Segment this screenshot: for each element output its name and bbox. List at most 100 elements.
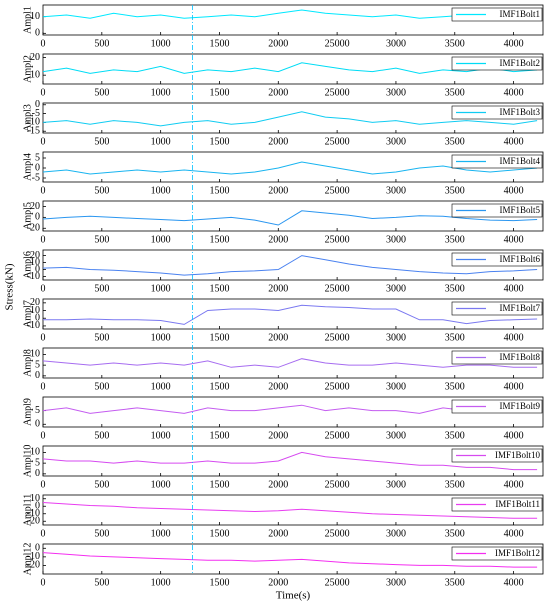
plot-frame	[42, 4, 544, 36]
x-tick-label: 4000	[504, 479, 524, 490]
x-tick-label: 1500	[209, 479, 229, 490]
x-tick-label: 3500	[445, 430, 465, 441]
x-tick-label: 2000	[268, 332, 288, 343]
x-tick-label: 0	[41, 381, 46, 392]
y-tick-label: -10	[27, 320, 40, 331]
data-line	[42, 255, 538, 276]
x-tick-label: 2000	[268, 430, 288, 441]
x-tick-label: 1000	[151, 283, 171, 294]
x-tick-label: 2000	[268, 577, 288, 588]
y-tick-label: 20	[30, 250, 40, 261]
x-tick-label: 1000	[151, 528, 171, 539]
x-tick-label: 25000	[325, 283, 350, 294]
y-tick-label: 0	[35, 468, 40, 479]
x-tick-label: 25000	[325, 234, 350, 245]
data-line	[42, 552, 538, 568]
x-tick-label: 3000	[386, 234, 406, 245]
x-tick-label: 1000	[151, 332, 171, 343]
x-tick-label: 500	[94, 479, 109, 490]
plot-frame	[42, 347, 544, 379]
y-axis-label: Ampl4	[22, 153, 33, 181]
y-tick-label: -10	[27, 551, 40, 562]
data-line	[42, 358, 538, 368]
x-tick-label: 1000	[151, 87, 171, 98]
x-tick-label: 1500	[209, 136, 229, 147]
x-tick-label: 500	[94, 283, 109, 294]
y-tick-label: -10	[27, 508, 40, 519]
x-tick-label: 3000	[386, 381, 406, 392]
x-tick-label: 4000	[504, 381, 524, 392]
plot-frame	[42, 445, 544, 477]
y-tick-label: -10	[27, 117, 40, 128]
x-tick-label: 500	[94, 234, 109, 245]
y-tick-label: -10	[27, 271, 40, 282]
x-tick-label: 0	[41, 38, 46, 49]
y-tick-label: -15	[27, 126, 40, 137]
legend-box	[451, 154, 543, 169]
x-tick-label: 1000	[151, 234, 171, 245]
x-tick-label: 1500	[209, 332, 229, 343]
x-tick-label: 25000	[325, 479, 350, 490]
x-tick-label: 4000	[504, 528, 524, 539]
y-tick-label: 20	[30, 201, 40, 212]
legend-label: IMF1Bolt12	[495, 548, 540, 558]
x-tick-label: 1000	[151, 185, 171, 196]
x-tick-label: 1500	[209, 430, 229, 441]
y-tick-label: 5	[35, 359, 40, 370]
y-tick-label: -20	[27, 516, 40, 527]
x-tick-label: 1000	[151, 38, 171, 49]
x-tick-label: 1000	[151, 430, 171, 441]
x-tick-label: 3000	[386, 479, 406, 490]
y-tick-label: 0	[35, 313, 40, 324]
x-tick-label: 2000	[268, 479, 288, 490]
data-line	[42, 111, 538, 127]
x-tick-label: 3500	[445, 528, 465, 539]
y-tick-label: -20	[27, 560, 40, 571]
x-tick-label: 500	[94, 38, 109, 49]
x-tick-label: 0	[41, 479, 46, 490]
x-tick-label: 3000	[386, 430, 406, 441]
x-tick-label: 0	[41, 283, 46, 294]
y-tick-label: 10	[30, 11, 40, 22]
x-tick-label: 0	[41, 185, 46, 196]
x-tick-label: 3000	[386, 577, 406, 588]
x-tick-label: 3500	[445, 332, 465, 343]
x-tick-label: 2000	[268, 381, 288, 392]
data-line	[43, 304, 538, 325]
legend-box	[451, 203, 543, 218]
x-tick-label: 4000	[504, 185, 524, 196]
data-line	[42, 502, 538, 519]
x-tick-label: 25000	[325, 136, 350, 147]
x-tick-label: 1000	[151, 577, 171, 588]
x-tick-label: 25000	[325, 381, 350, 392]
legend-box	[451, 497, 543, 512]
y-tick-label: 10	[30, 493, 40, 504]
x-tick-label: 25000	[325, 38, 350, 49]
legend-box	[451, 448, 543, 463]
y-axis-label: Ampl2	[22, 55, 33, 83]
plot-frame	[42, 494, 544, 526]
x-tick-label: 0	[41, 234, 46, 245]
x-tick-label: 500	[94, 87, 109, 98]
x-axis-label: Time(s)	[276, 590, 311, 602]
x-tick-label: 3000	[386, 185, 406, 196]
x-tick-label: 3000	[386, 38, 406, 49]
y-axis-label: Ampl12	[22, 543, 33, 576]
x-tick-label: 0	[41, 430, 46, 441]
x-tick-label: 2000	[268, 136, 288, 147]
x-tick-label: 0	[41, 332, 46, 343]
x-tick-label: 1500	[209, 381, 229, 392]
x-tick-label: 25000	[325, 185, 350, 196]
data-line	[42, 451, 538, 471]
y-tick-label: 10	[30, 349, 40, 360]
x-tick-label: 4000	[504, 234, 524, 245]
x-tick-label: 1000	[151, 136, 171, 147]
y-tick-label: 20	[30, 52, 40, 63]
y-tick-label: 0	[35, 264, 40, 275]
y-axis-label: Ampl7	[22, 300, 33, 328]
x-tick-label: 3500	[445, 87, 465, 98]
x-tick-label: 1000	[151, 381, 171, 392]
legend-label: IMF1Bolt8	[499, 352, 540, 362]
x-tick-label: 3500	[445, 381, 465, 392]
legend-label: IMF1Bolt9	[499, 401, 540, 411]
